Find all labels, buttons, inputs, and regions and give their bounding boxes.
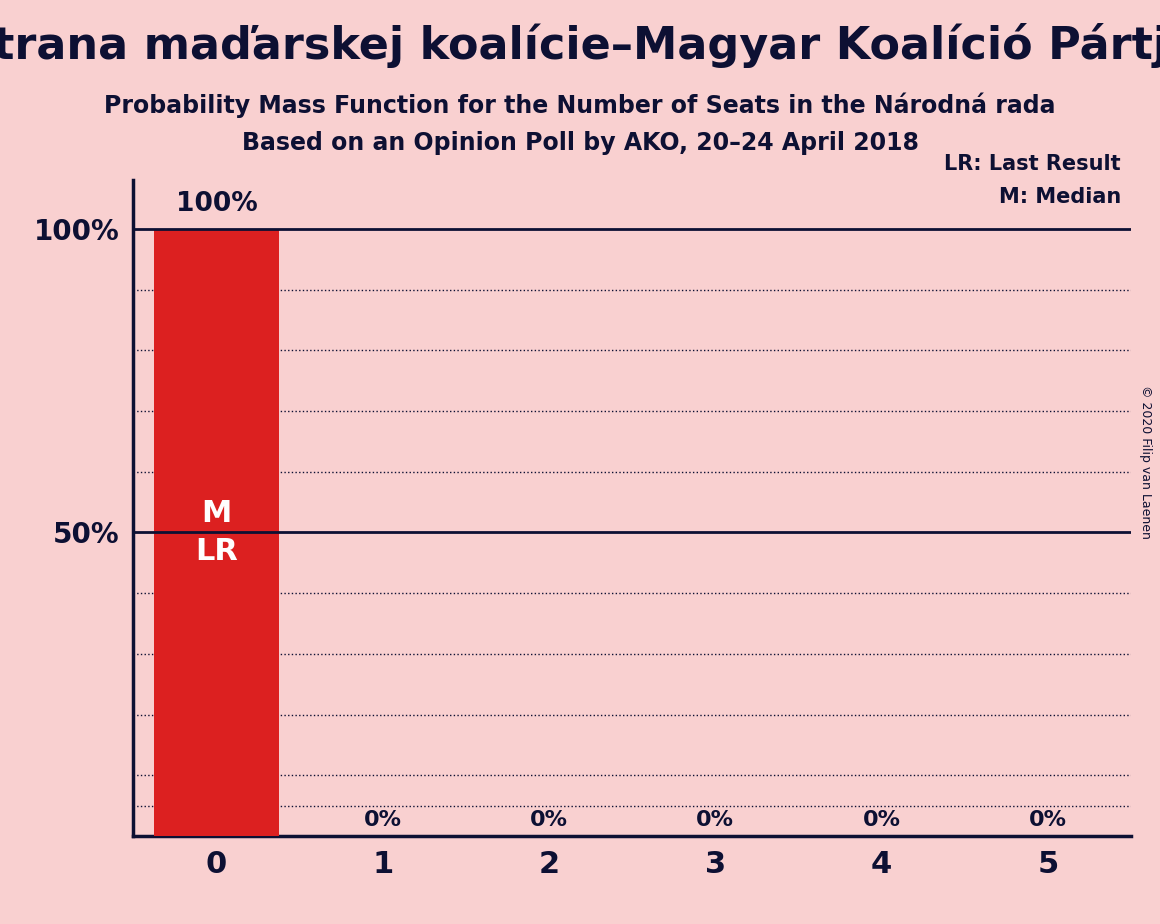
Text: 0%: 0% bbox=[1029, 810, 1067, 830]
Text: M: Median: M: Median bbox=[999, 187, 1121, 207]
Text: M
LR: M LR bbox=[195, 499, 238, 566]
Text: LR: Last Result: LR: Last Result bbox=[944, 154, 1121, 174]
Text: 0%: 0% bbox=[696, 810, 734, 830]
Text: 0%: 0% bbox=[863, 810, 900, 830]
Text: Strana maďarskej koalície–Magyar Koalíció Pártja: Strana maďarskej koalície–Magyar Koalíci… bbox=[0, 23, 1160, 68]
Text: Based on an Opinion Poll by AKO, 20–24 April 2018: Based on an Opinion Poll by AKO, 20–24 A… bbox=[241, 131, 919, 155]
Bar bbox=[154, 229, 278, 836]
Text: 100%: 100% bbox=[175, 190, 258, 216]
Text: Probability Mass Function for the Number of Seats in the Národná rada: Probability Mass Function for the Number… bbox=[104, 92, 1056, 118]
Text: 0%: 0% bbox=[530, 810, 568, 830]
Text: 0%: 0% bbox=[364, 810, 401, 830]
Text: © 2020 Filip van Laenen: © 2020 Filip van Laenen bbox=[1139, 385, 1152, 539]
